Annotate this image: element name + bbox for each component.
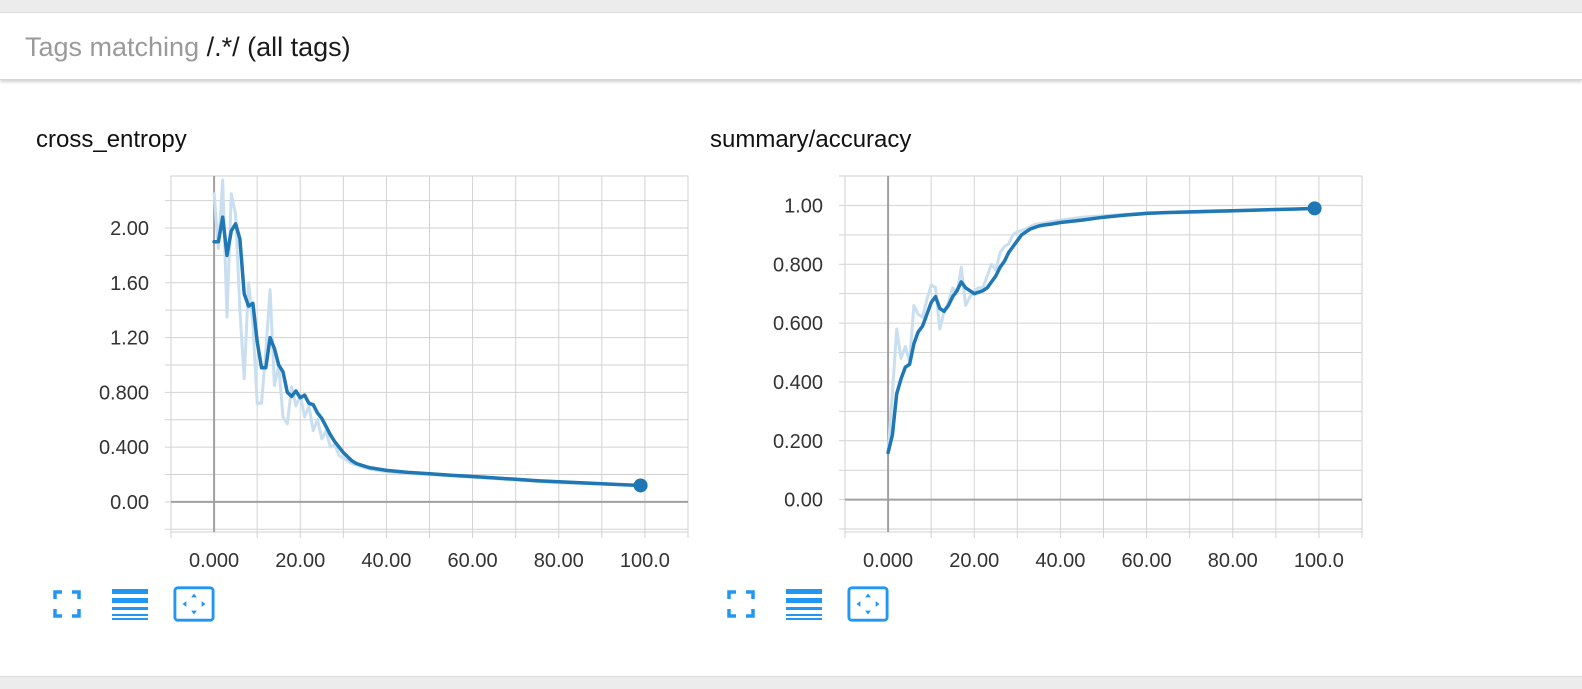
raw-series-line	[212, 178, 643, 487]
fit-domain-button[interactable]	[173, 586, 215, 622]
raw-series-line	[886, 206, 1317, 455]
y-tick-label: 1.00	[784, 195, 823, 217]
y-tick-label: 0.800	[773, 254, 823, 276]
x-tick-label: 20.00	[949, 550, 999, 572]
y-tick-label: 1.20	[110, 328, 149, 350]
x-tick-label: 0.000	[189, 550, 239, 572]
smoothed-series-line	[212, 215, 643, 488]
x-tick-label: 40.00	[361, 550, 411, 572]
y-tick-label: 0.600	[773, 313, 823, 335]
y-tick-label: 0.400	[99, 437, 149, 459]
x-tick-label: 60.00	[1122, 550, 1172, 572]
y-tick-label: 2.00	[110, 218, 149, 240]
y-tick-label: 1.60	[110, 273, 149, 295]
x-tick-label: 80.00	[1208, 550, 1258, 572]
y-tick-label: 0.800	[99, 382, 149, 404]
x-tick-label: 20.00	[275, 550, 325, 572]
y-tick-label: 0.200	[773, 431, 823, 453]
filter-suffix: (all tags)	[247, 32, 351, 62]
tag-filter-bar: Tags matching /.*/ (all tags)	[0, 13, 1582, 80]
x-tick-label: 100.0	[1294, 550, 1344, 572]
toggle-log-scale-button[interactable]	[109, 586, 151, 622]
cross-entropy-chart: 0.000 20.00 40.00 60.00 80.00 100.0 0.00 0.400 0…	[99, 175, 689, 572]
y-tick-label: 0.00	[784, 490, 823, 512]
expand-icon	[727, 590, 755, 618]
scalar-card-cross-entropy: cross_entropy 0.000 20.00 40.00 60.00 80.00 1…	[36, 100, 696, 640]
expand-icon	[53, 590, 81, 618]
summary-accuracy-chart: 0.000 20.00 40.00 60.00 80.00 100.0 0.00 0.200 0…	[773, 175, 1363, 572]
bottom-divider	[0, 676, 1582, 689]
x-tick-label: 40.00	[1035, 550, 1085, 572]
filter-pattern: /.*/	[206, 32, 240, 62]
y-tick-label: 0.00	[110, 492, 149, 514]
x-tick-label: 60.00	[448, 550, 498, 572]
x-tick-label: 0.000	[863, 550, 913, 572]
x-tick-label: 80.00	[534, 550, 584, 572]
last-point-marker	[633, 478, 648, 493]
expand-button[interactable]	[46, 586, 88, 622]
last-point-marker	[1307, 201, 1322, 216]
top-divider	[0, 0, 1582, 13]
lines-icon	[112, 589, 148, 620]
filter-prefix: Tags matching	[25, 32, 207, 62]
x-tick-label: 100.0	[620, 550, 670, 572]
lines-icon	[786, 589, 822, 620]
smoothed-series-line	[886, 206, 1317, 455]
fit-domain-button[interactable]	[847, 586, 889, 622]
tag-filter-text: Tags matching /.*/ (all tags)	[25, 31, 351, 63]
fit-domain-icon	[847, 586, 889, 622]
fit-domain-icon	[173, 586, 215, 622]
card-title: summary/accuracy	[710, 126, 912, 153]
expand-button[interactable]	[720, 586, 762, 622]
y-tick-label: 0.400	[773, 372, 823, 394]
scalar-card-summary-accuracy: summary/accuracy 0.000 20.00 40.00 60.00 80.…	[710, 100, 1370, 640]
toggle-log-scale-button[interactable]	[783, 586, 825, 622]
card-title: cross_entropy	[36, 126, 187, 153]
